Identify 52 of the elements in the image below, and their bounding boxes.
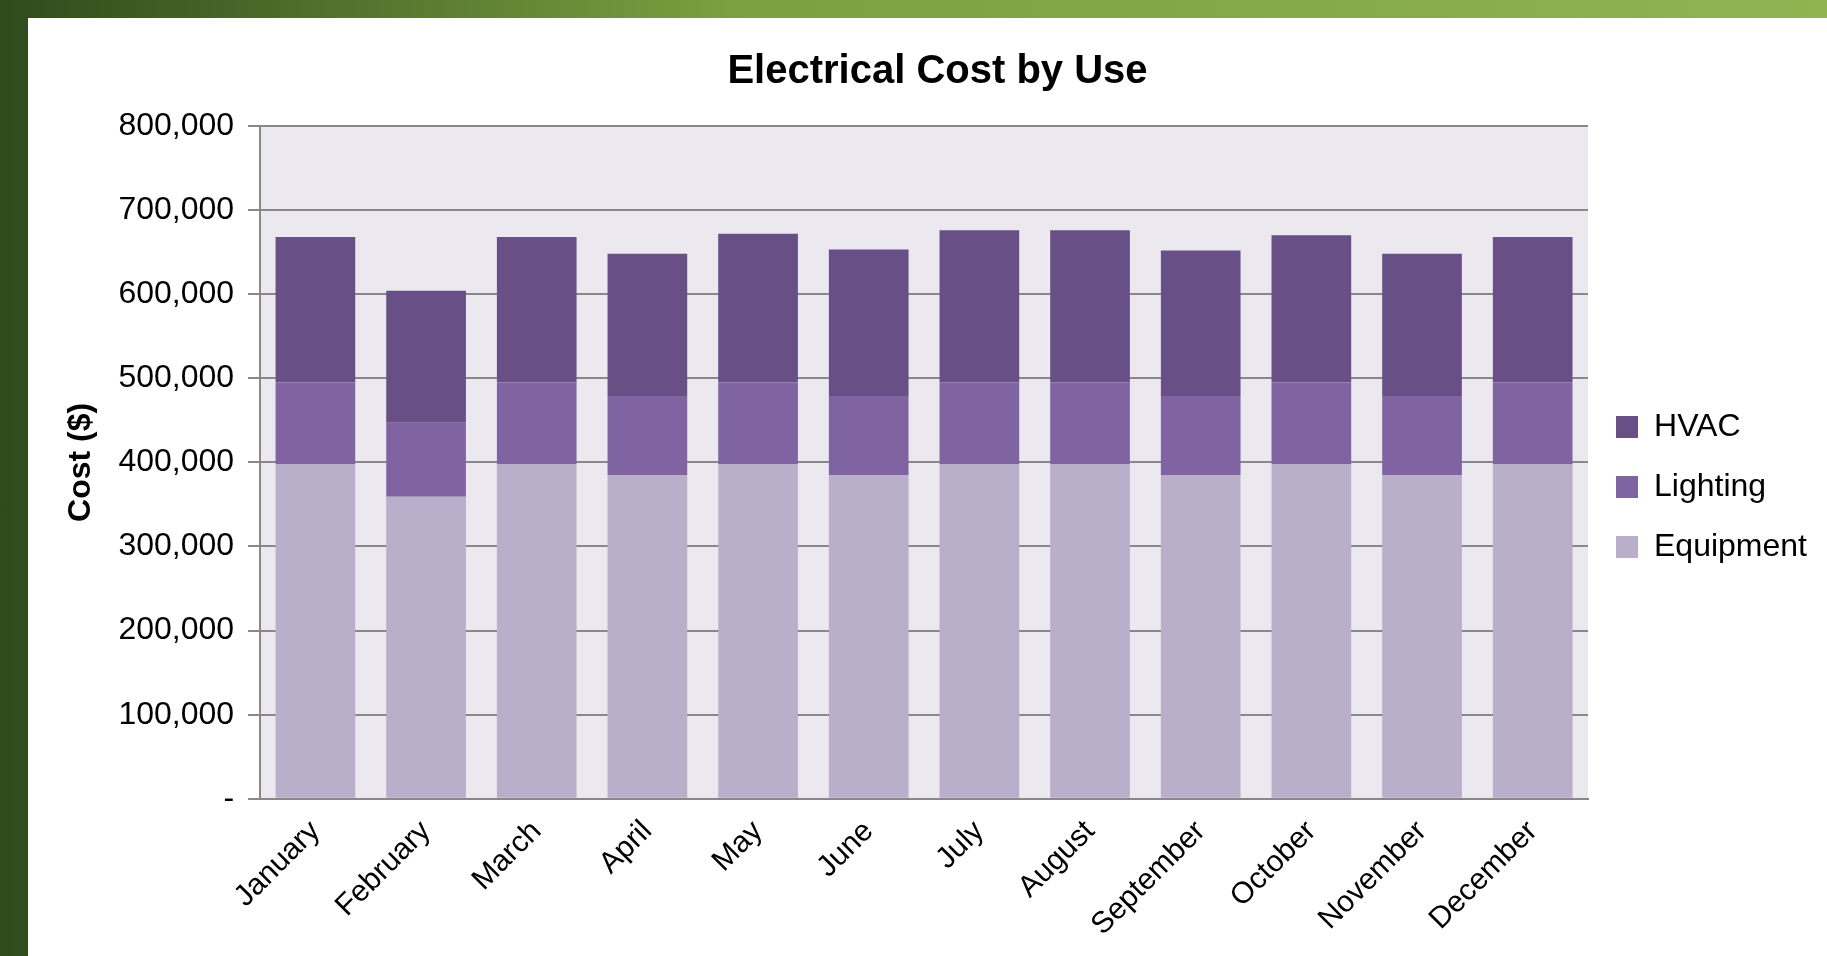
bar: [1382, 395, 1462, 475]
bar: [607, 475, 688, 798]
bar: [386, 422, 466, 497]
bar: [275, 237, 356, 383]
bar: [386, 496, 466, 798]
bar: [386, 290, 466, 423]
bar: [718, 382, 798, 465]
legend-label: Equipment: [1654, 526, 1808, 563]
bar: [939, 464, 1020, 798]
bar: [496, 382, 577, 465]
bar: [1382, 475, 1462, 798]
bar: [496, 464, 577, 798]
bar: [1050, 464, 1130, 798]
bar: [1492, 237, 1573, 383]
x-tick-label: July: [928, 813, 990, 875]
bar: [939, 230, 1020, 383]
bar: [1160, 395, 1241, 475]
y-tick-label: 200,000: [118, 610, 235, 647]
legend-label: Lighting: [1654, 466, 1767, 503]
bar: [939, 382, 1020, 465]
y-tick-label: 300,000: [118, 526, 235, 563]
bar: [1160, 250, 1241, 396]
y-tick-label: 100,000: [118, 694, 235, 731]
x-tick-label: May: [704, 813, 769, 877]
bar: [1492, 382, 1573, 465]
bar: [496, 237, 577, 383]
bar: [275, 382, 356, 465]
bar: [1050, 230, 1130, 383]
bar: [718, 233, 798, 383]
bar: [1271, 464, 1352, 798]
bar: [828, 475, 909, 798]
bar: [275, 464, 356, 798]
bar: [607, 253, 688, 396]
bar: [607, 395, 688, 475]
bar: [828, 249, 909, 396]
y-tick-label: -: [223, 778, 235, 815]
y-axis-title: Cost ($): [61, 402, 98, 522]
legend-label: HVAC: [1654, 406, 1741, 443]
bar: [718, 464, 798, 798]
y-tick-label: 400,000: [118, 442, 235, 479]
y-tick-label: 500,000: [118, 358, 235, 395]
y-tick-label: 800,000: [118, 105, 235, 142]
bar: [1382, 253, 1462, 396]
bar: [1050, 382, 1130, 465]
bar: [1160, 475, 1241, 798]
y-tick-label: 600,000: [118, 274, 235, 311]
bar: [828, 395, 909, 475]
bar: [1492, 464, 1573, 798]
bar: [1271, 235, 1352, 383]
chart-title: Electrical Cost by Use: [727, 47, 1148, 92]
bar: [1271, 382, 1352, 465]
y-tick-label: 700,000: [118, 189, 235, 226]
